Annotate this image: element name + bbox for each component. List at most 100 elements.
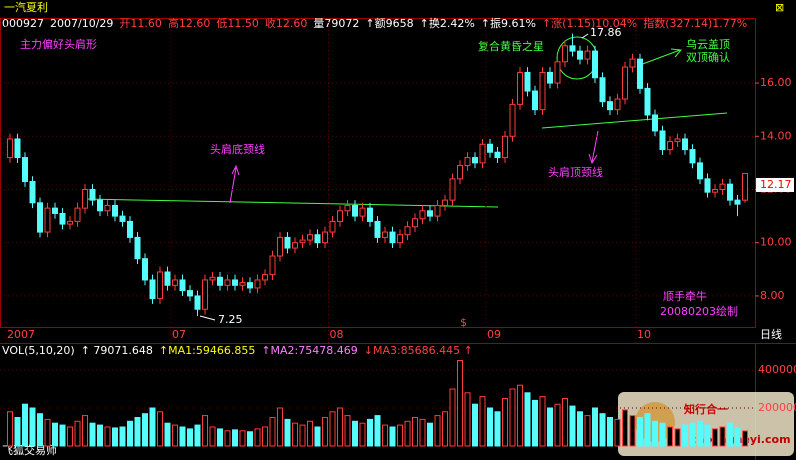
volume-bar	[112, 427, 118, 447]
segment: 开11.60	[119, 17, 162, 30]
close-icon[interactable]: ⊠	[775, 1, 784, 14]
volume-bar	[584, 415, 591, 447]
candle-body	[457, 165, 463, 180]
x-tick-label: 07	[172, 328, 186, 341]
candle-body	[224, 279, 231, 286]
volume-bar	[719, 426, 726, 447]
candle-body	[284, 236, 291, 249]
candle-body	[134, 236, 141, 260]
volume-bar	[389, 426, 396, 447]
candle-body	[614, 98, 621, 111]
volume-bar	[689, 422, 696, 447]
annotation: 主力偏好头肩形	[20, 37, 97, 51]
candle-body	[112, 204, 118, 217]
volume-bar	[29, 407, 36, 447]
volume-bar	[674, 428, 681, 447]
volume-bar	[659, 422, 666, 447]
candle-body	[532, 90, 538, 111]
volume-bar	[329, 411, 336, 447]
x-tick-label: 10	[637, 328, 651, 341]
candle-body	[14, 138, 21, 159]
candle-body	[577, 50, 583, 60]
x-tick-label: 09	[487, 328, 501, 341]
candle-body	[479, 143, 486, 164]
candle-body	[74, 207, 81, 222]
volume-bar	[614, 418, 621, 447]
volume-bar	[742, 430, 748, 447]
candle-body	[172, 279, 178, 286]
volume-bar	[59, 424, 66, 447]
volume-bar	[727, 422, 733, 447]
candle-body	[89, 188, 96, 201]
segment: ↑换2.42%	[420, 16, 475, 30]
candle-body	[434, 204, 441, 217]
volume-bar	[427, 422, 433, 447]
volume-bar	[217, 428, 223, 447]
segment: 量79072	[313, 17, 359, 30]
volume-bar	[119, 426, 126, 447]
y-tick-label: 200000	[758, 401, 796, 414]
volume-bar	[239, 430, 246, 447]
candle-body	[299, 239, 306, 244]
candle-body	[314, 234, 321, 244]
volume-bar	[127, 420, 133, 447]
candle-body	[472, 157, 478, 164]
volume-bar	[262, 426, 268, 447]
volume-bar	[554, 403, 561, 447]
candle-body	[502, 135, 508, 159]
candle-body	[689, 149, 696, 164]
segment: ↓MA3:85686.445 ↑	[364, 344, 473, 357]
candle-body	[712, 188, 718, 193]
candle-body	[644, 87, 651, 116]
candle-body	[292, 242, 298, 249]
volume-bar	[487, 407, 493, 447]
candle-body	[719, 183, 726, 190]
candle-body	[209, 276, 216, 281]
segment: 指数(327.14)1.77%	[643, 16, 747, 30]
candle-body	[412, 218, 418, 228]
volume-bar	[577, 411, 583, 447]
candle-body	[232, 279, 238, 286]
volume-bar	[37, 413, 43, 447]
candle-body	[67, 220, 73, 225]
volume-bar	[517, 384, 523, 447]
volume-bar	[607, 416, 613, 447]
volume-bar	[337, 407, 343, 447]
candle-body	[352, 204, 358, 217]
volume-bar	[562, 397, 568, 447]
candle-body	[374, 220, 381, 238]
arrow	[639, 48, 683, 66]
candle-body	[727, 183, 733, 201]
candle-body	[29, 181, 36, 204]
candle-body	[427, 210, 433, 217]
candle-body	[509, 103, 516, 137]
segment: VOL(5,10,20)	[2, 344, 75, 357]
low-label: 7.25	[218, 313, 243, 326]
candle-body	[119, 215, 126, 222]
candle-body	[239, 282, 246, 286]
annotation: 双顶确认	[686, 51, 730, 64]
volume-bar	[232, 429, 238, 447]
last-price-box	[756, 177, 794, 192]
volume-bar	[592, 407, 598, 447]
volume-bar	[472, 403, 478, 447]
annotation: 头肩顶颈线	[548, 165, 603, 179]
volume-bar	[292, 422, 298, 447]
volume-bar	[22, 403, 28, 447]
candle-body	[539, 71, 546, 111]
candle-body	[44, 207, 51, 233]
segment: ↑MA2:75478.469	[261, 344, 357, 357]
volume-bar	[142, 413, 148, 447]
watermark-title: 知行合一	[683, 402, 728, 416]
volume-bar	[104, 426, 111, 447]
candle-body	[269, 255, 276, 276]
volume-bar	[419, 418, 426, 447]
volume-bar	[352, 420, 358, 447]
volume-bar	[397, 424, 403, 447]
segment: 低11.50	[216, 17, 259, 30]
volume-bar	[322, 416, 328, 447]
candle-body	[622, 66, 628, 100]
segment: ↑ 79071.648	[81, 344, 153, 357]
candle-body	[599, 77, 606, 103]
